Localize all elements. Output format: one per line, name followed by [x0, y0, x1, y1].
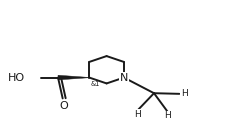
- Text: HO: HO: [8, 73, 25, 83]
- Polygon shape: [58, 75, 89, 80]
- Text: H: H: [165, 111, 171, 120]
- Text: H: H: [181, 89, 187, 98]
- Text: H: H: [135, 110, 141, 119]
- Text: &1: &1: [91, 81, 100, 87]
- Text: N: N: [120, 73, 128, 83]
- Text: O: O: [59, 101, 68, 111]
